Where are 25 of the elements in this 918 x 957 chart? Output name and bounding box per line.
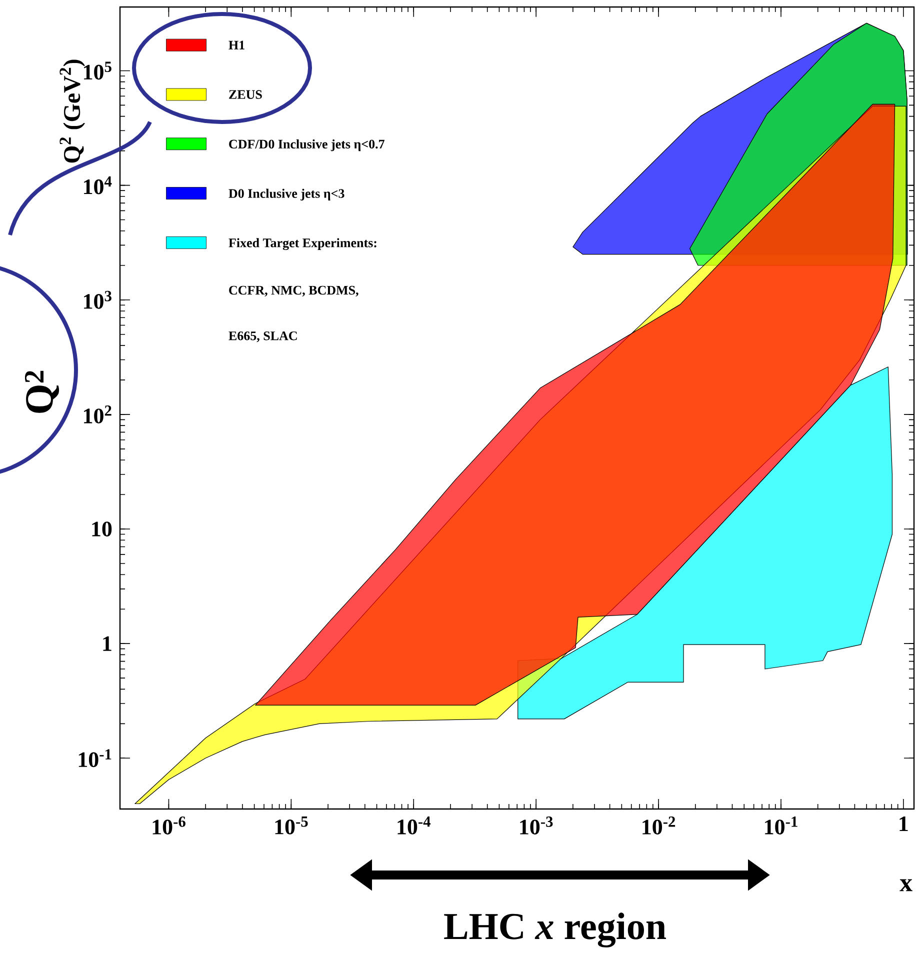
- y-tick-label: 10$^{2}$: [84, 405, 112, 424]
- x-tick-label: 1: [900, 816, 908, 832]
- text: Q$^{2}$: [24, 370, 60, 413]
- y-tick-label: 10$^{3}$: [84, 290, 112, 309]
- y-tick-label: 10$^{-1}$: [78, 749, 112, 768]
- legend-label: ZEUS: [229, 90, 262, 99]
- text: LHC x region: [444, 912, 666, 948]
- y-axis-title: Q$^{2}$ (GeV$^{2}$): [60, 60, 85, 163]
- x-axis-title: x: [900, 879, 912, 892]
- y-tick-label: 10$^{5}$: [84, 62, 112, 80]
- x-tick-label: 10$^{-1}$: [765, 816, 798, 834]
- x-tick-label: 10$^{-5}$: [275, 816, 308, 834]
- legend-label: H1: [228, 40, 244, 50]
- x-tick-label: 10$^{-6}$: [152, 816, 186, 834]
- legend-label: D0 Inclusive jets η<3: [228, 188, 344, 201]
- x-tick-label: 10$^{-2}$: [642, 816, 676, 834]
- y-tick-label: 10$^{4}$: [84, 176, 112, 194]
- y-tick-label: 10: [92, 522, 112, 536]
- legend-label: Fixed Target Experiments:: [228, 238, 376, 250]
- y-tick-label: 1: [103, 636, 112, 651]
- x-tick-label: 10$^{-4}$: [398, 816, 431, 834]
- legend-label: CDF/D0 Inclusive jets η<0.7: [229, 139, 384, 152]
- annotation: CCFR, NMC, BCDMS,: [229, 286, 358, 296]
- x-tick-label: 10$^{-3}$: [520, 816, 553, 834]
- annotation: E665, SLAC: [228, 331, 297, 342]
